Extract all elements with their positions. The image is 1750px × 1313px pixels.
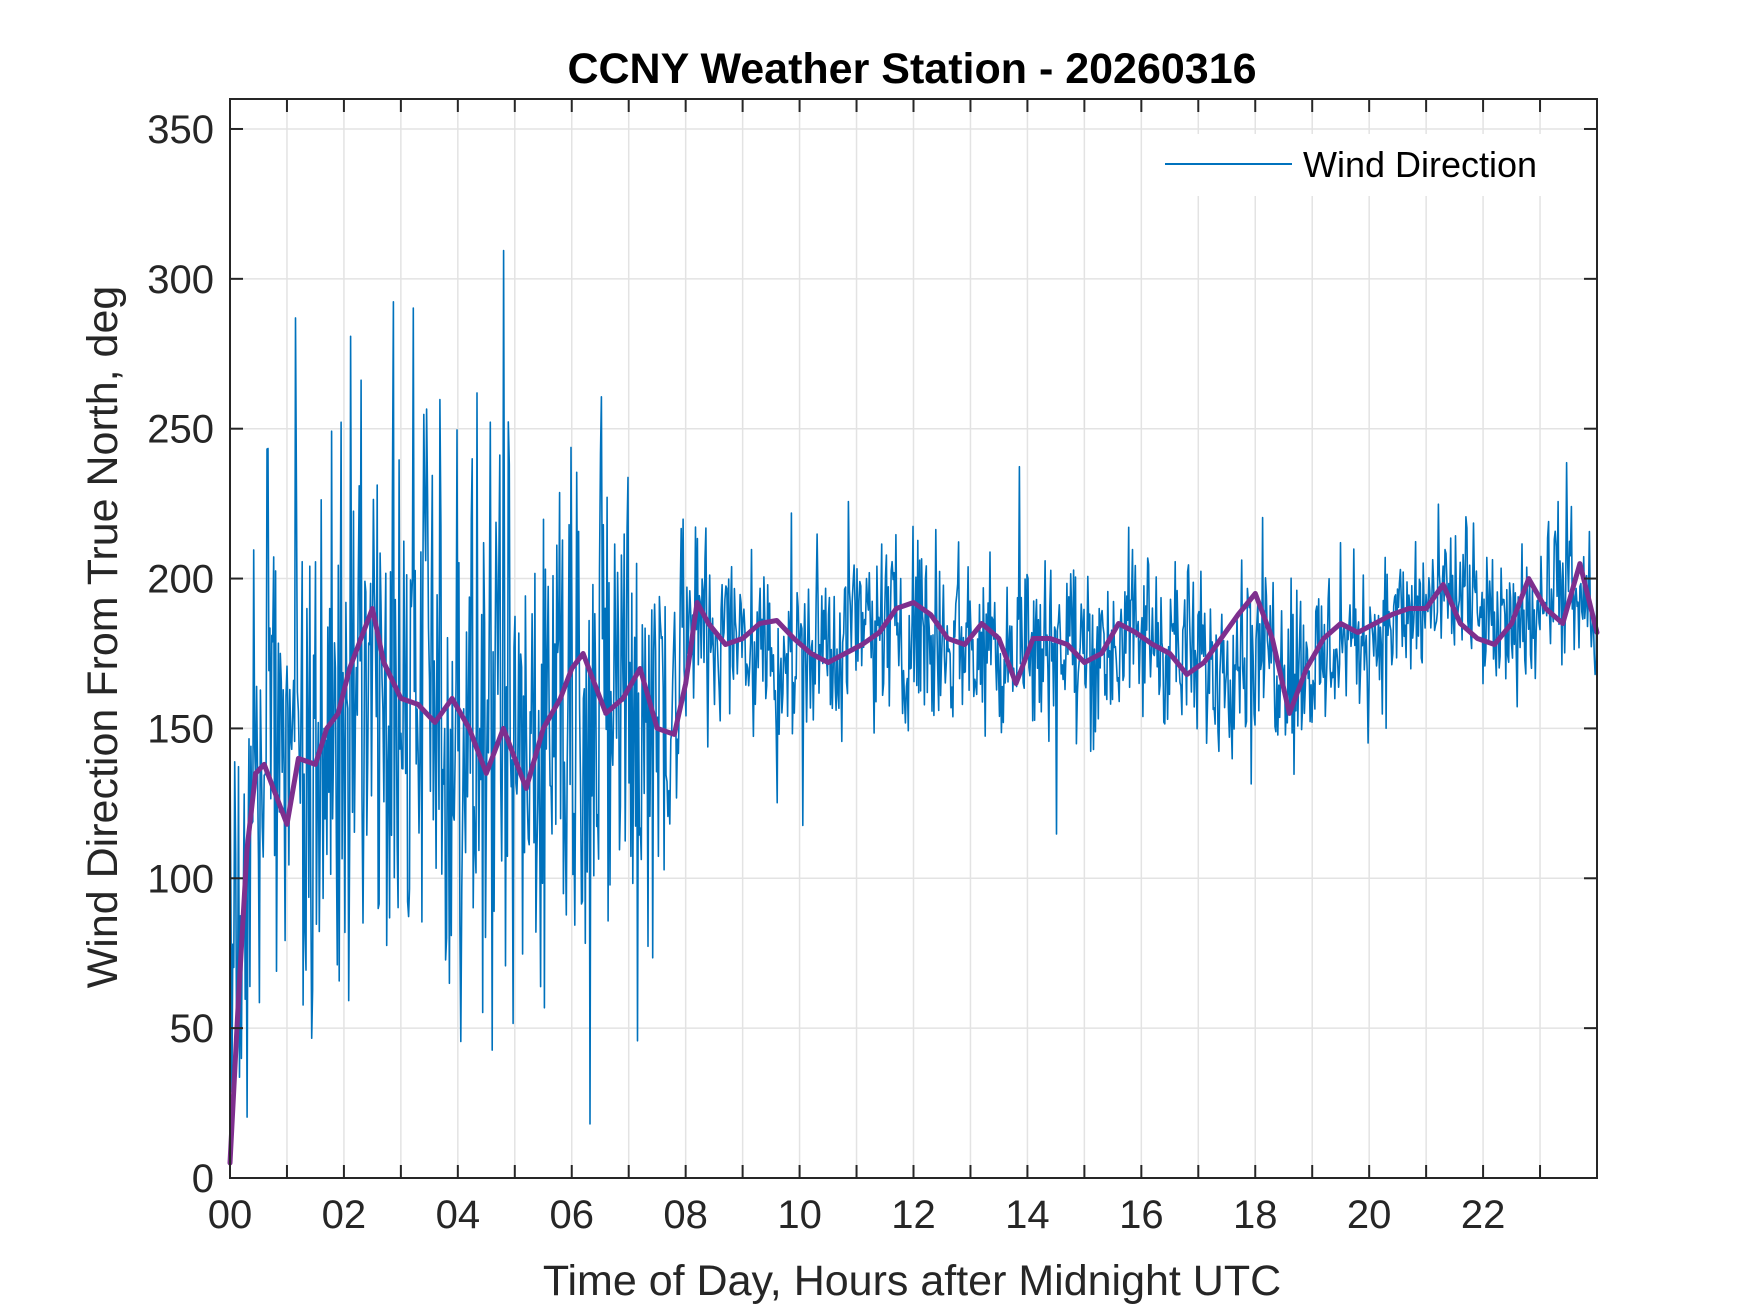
y-tick-label: 0 [192, 1157, 214, 1201]
y-tick-label: 100 [147, 857, 214, 901]
x-tick-label: 12 [891, 1193, 936, 1237]
x-tick-label: 14 [1005, 1193, 1050, 1237]
y-tick-label: 150 [147, 707, 214, 751]
plot-series [227, 249, 1600, 1166]
moving-average-series-line [227, 561, 1600, 1166]
y-axis-label: Wind Direction From True North, deg [79, 286, 127, 989]
axis-ticks [229, 99, 1598, 1179]
x-tick-label: 22 [1461, 1193, 1506, 1237]
x-tick-label: 08 [663, 1193, 708, 1237]
y-tick-label: 50 [170, 1007, 215, 1051]
x-tick-label: 04 [436, 1193, 481, 1237]
y-tick-label: 350 [147, 108, 214, 152]
x-tick-label: 20 [1347, 1193, 1392, 1237]
tick-labels: 00 02 04 06 08 10 12 14 16 18 20 22 0 50 100 150 200 250 3… [147, 108, 1505, 1237]
x-tick-label: 06 [550, 1193, 595, 1237]
legend-label-wind-direction: Wind Direction [1303, 144, 1537, 185]
x-tick-label: 00 [208, 1193, 253, 1237]
x-tick-label: 10 [777, 1193, 822, 1237]
x-tick-label: 16 [1119, 1193, 1164, 1237]
legend: Wind Direction [1156, 134, 1568, 196]
y-tick-label: 300 [147, 258, 214, 302]
chart-title: CCNY Weather Station - 20260316 [567, 45, 1256, 93]
x-tick-label: 02 [322, 1193, 367, 1237]
x-tick-label: 18 [1233, 1193, 1278, 1237]
y-tick-label: 200 [147, 558, 214, 602]
x-axis-label: Time of Day, Hours after Midnight UTC [543, 1257, 1281, 1305]
y-tick-label: 250 [147, 408, 214, 452]
